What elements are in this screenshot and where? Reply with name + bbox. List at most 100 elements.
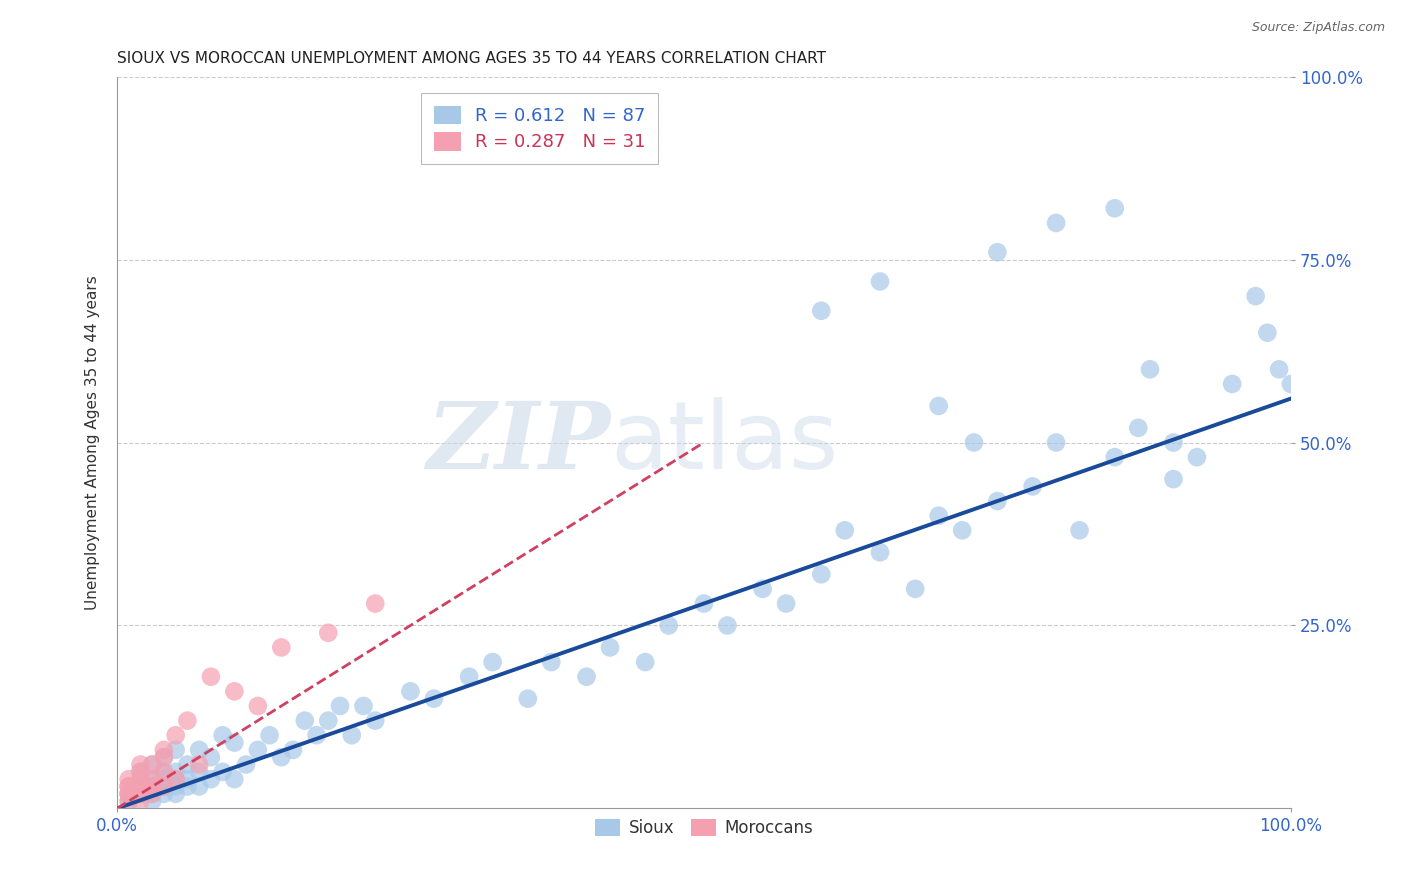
Point [775, 597, 797, 611]
Point [224, 772, 246, 787]
Point [153, 764, 176, 779]
Point [153, 772, 176, 787]
Point [575, 670, 598, 684]
Point [1069, 524, 1091, 538]
Point [1268, 362, 1291, 376]
Point [810, 303, 832, 318]
Point [118, 772, 141, 787]
Point [316, 714, 339, 728]
Point [129, 780, 152, 794]
Text: SIOUX VS MOROCCAN UNEMPLOYMENT AMONG AGES 35 TO 44 YEARS CORRELATION CHART: SIOUX VS MOROCCAN UNEMPLOYMENT AMONG AGE… [117, 51, 825, 66]
Text: ZIP: ZIP [426, 398, 610, 488]
Point [810, 567, 832, 582]
Point [176, 780, 198, 794]
Point [950, 524, 973, 538]
Point [165, 772, 187, 787]
Point [211, 764, 233, 779]
Point [1163, 472, 1185, 486]
Point [200, 750, 222, 764]
Point [423, 691, 446, 706]
Point [281, 743, 304, 757]
Text: atlas: atlas [610, 397, 838, 489]
Point [129, 764, 152, 779]
Point [224, 684, 246, 698]
Point [165, 764, 187, 779]
Point [118, 780, 141, 794]
Point [141, 787, 163, 801]
Point [693, 597, 716, 611]
Point [118, 787, 141, 801]
Point [165, 772, 187, 787]
Point [165, 743, 187, 757]
Point [904, 582, 927, 596]
Point [141, 787, 163, 801]
Point [141, 780, 163, 794]
Point [188, 757, 211, 772]
Point [364, 597, 387, 611]
Point [364, 714, 387, 728]
Point [153, 750, 176, 764]
Point [1244, 289, 1267, 303]
Point [869, 545, 891, 559]
Point [188, 764, 211, 779]
Point [270, 750, 292, 764]
Point [153, 750, 176, 764]
Point [316, 625, 339, 640]
Point [129, 772, 152, 787]
Point [129, 780, 152, 794]
Point [129, 794, 152, 808]
Point [141, 772, 163, 787]
Point [129, 780, 152, 794]
Point [1045, 216, 1067, 230]
Point [270, 640, 292, 655]
Point [176, 757, 198, 772]
Point [153, 764, 176, 779]
Point [246, 698, 269, 713]
Y-axis label: Unemployment Among Ages 35 to 44 years: Unemployment Among Ages 35 to 44 years [86, 275, 100, 610]
Point [246, 743, 269, 757]
Point [634, 655, 657, 669]
Point [928, 399, 950, 413]
Point [188, 780, 211, 794]
Text: Source: ZipAtlas.com: Source: ZipAtlas.com [1251, 21, 1385, 34]
Point [188, 743, 211, 757]
Point [1104, 450, 1126, 464]
Point [153, 780, 176, 794]
Point [235, 757, 257, 772]
Point [129, 757, 152, 772]
Point [141, 794, 163, 808]
Point [1021, 479, 1043, 493]
Point [1256, 326, 1278, 340]
Point [516, 691, 538, 706]
Point [141, 772, 163, 787]
Point [129, 787, 152, 801]
Legend: Sioux, Moroccans: Sioux, Moroccans [588, 813, 820, 844]
Point [751, 582, 773, 596]
Point [1045, 435, 1067, 450]
Point [129, 780, 152, 794]
Point [141, 757, 163, 772]
Point [599, 640, 621, 655]
Point [986, 245, 1008, 260]
Point [153, 787, 176, 801]
Point [340, 728, 363, 742]
Point [869, 275, 891, 289]
Point [224, 735, 246, 749]
Point [329, 698, 352, 713]
Point [353, 698, 375, 713]
Point [716, 618, 738, 632]
Point [141, 757, 163, 772]
Point [399, 684, 422, 698]
Point [1163, 435, 1185, 450]
Point [118, 787, 141, 801]
Point [963, 435, 986, 450]
Point [118, 780, 141, 794]
Point [211, 728, 233, 742]
Point [141, 780, 163, 794]
Point [200, 670, 222, 684]
Point [165, 787, 187, 801]
Point [1128, 421, 1150, 435]
Point [540, 655, 562, 669]
Point [118, 794, 141, 808]
Point [481, 655, 503, 669]
